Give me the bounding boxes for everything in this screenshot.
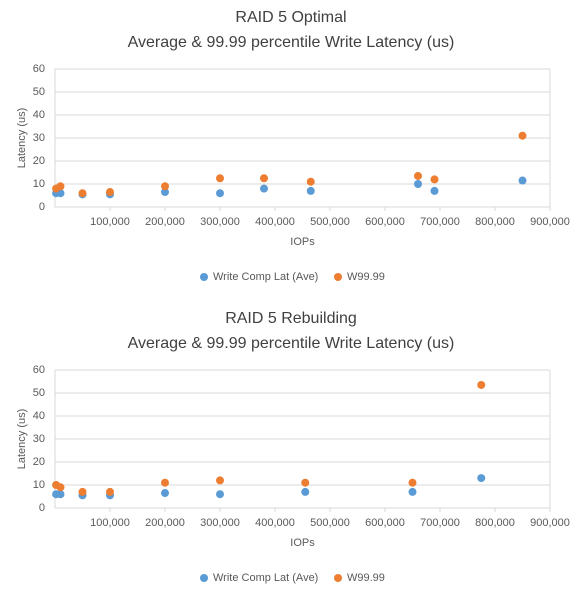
x-tick-label: 100,000	[90, 216, 130, 228]
x-tick-label: 900,000	[530, 216, 570, 228]
chart-subtitle: Average & 99.99 percentile Write Latency…	[128, 34, 455, 51]
y-tick-label: 10	[33, 479, 45, 491]
legend-marker	[334, 574, 342, 582]
y-tick-label: 60	[33, 364, 45, 376]
point	[477, 474, 486, 483]
x-tick-label: 400,000	[255, 216, 295, 228]
point	[106, 188, 114, 197]
legend-marker	[334, 273, 342, 281]
point	[477, 380, 486, 389]
y-tick-label: 50	[33, 86, 45, 98]
point	[56, 182, 65, 191]
point	[161, 478, 169, 487]
point	[306, 177, 315, 186]
y-tick-label: 50	[33, 387, 45, 399]
point	[78, 487, 87, 496]
point	[430, 186, 439, 195]
x-axis-label: IOPs	[290, 537, 315, 549]
point	[56, 483, 65, 492]
x-tick-label: 200,000	[145, 216, 185, 228]
chart-subtitle: Average & 99.99 percentile Write Latency…	[128, 335, 455, 352]
point	[161, 188, 169, 197]
y-tick-label: 60	[33, 63, 45, 75]
x-tick-label: 100,000	[90, 517, 130, 529]
x-axis-label: IOPs	[290, 236, 315, 248]
chart-title: RAID 5 Optimal	[235, 9, 346, 26]
y-tick-label: 20	[33, 456, 45, 468]
point	[260, 174, 268, 183]
point	[216, 189, 224, 198]
point	[306, 186, 315, 195]
point	[518, 131, 527, 140]
x-tick-label: 600,000	[365, 216, 405, 228]
y-tick-label: 10	[33, 178, 45, 190]
point	[260, 184, 268, 193]
y-tick-label: 30	[33, 433, 45, 445]
legend-marker	[200, 273, 208, 281]
x-tick-label: 600,000	[365, 517, 405, 529]
x-tick-label: 500,000	[310, 216, 350, 228]
y-tick-label: 20	[33, 155, 45, 167]
x-tick-label: 800,000	[475, 216, 515, 228]
point	[430, 175, 439, 184]
point	[216, 490, 224, 499]
y-tick-label: 30	[33, 132, 45, 144]
x-tick-label: 300,000	[200, 517, 240, 529]
point	[408, 487, 417, 496]
y-axis-label: Latency (us)	[16, 108, 28, 169]
x-tick-label: 800,000	[475, 517, 515, 529]
x-tick-label: 900,000	[530, 517, 570, 529]
y-axis-label: Latency (us)	[16, 409, 28, 470]
point	[414, 180, 422, 188]
point	[161, 182, 169, 191]
point	[408, 478, 417, 487]
legend-label: W99.99	[347, 572, 385, 584]
x-tick-label: 200,000	[145, 517, 185, 529]
legend-label: Write Comp Lat (Ave)	[213, 271, 318, 283]
point	[56, 490, 65, 499]
x-tick-label: 400,000	[255, 517, 295, 529]
legend-label: Write Comp Lat (Ave)	[213, 572, 318, 584]
y-tick-label: 40	[33, 109, 45, 121]
y-tick-label: 40	[33, 410, 45, 422]
point	[106, 487, 114, 496]
x-tick-label: 300,000	[200, 216, 240, 228]
point	[161, 489, 169, 498]
x-tick-label: 500,000	[310, 517, 350, 529]
x-tick-label: 700,000	[420, 216, 460, 228]
point	[216, 174, 224, 183]
point	[216, 476, 224, 485]
point	[301, 478, 310, 487]
point	[301, 487, 310, 496]
chart-title: RAID 5 Rebuilding	[225, 310, 357, 327]
point	[414, 171, 422, 180]
y-tick-label: 0	[39, 201, 45, 213]
x-tick-label: 700,000	[420, 517, 460, 529]
y-tick-label: 0	[39, 502, 45, 514]
point	[78, 189, 87, 198]
legend-label: W99.99	[347, 271, 385, 283]
legend-marker	[200, 574, 208, 582]
point	[518, 176, 527, 185]
